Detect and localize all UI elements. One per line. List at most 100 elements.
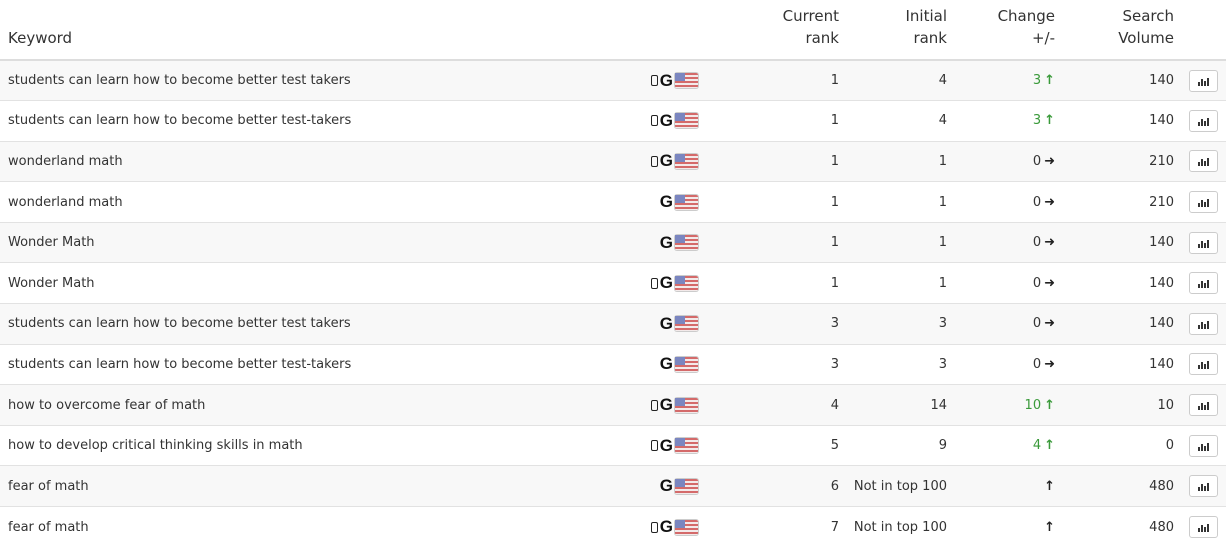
rank-change: 0 ➜ [947, 303, 1055, 345]
current-rank: 4 [698, 384, 839, 426]
initial-rank: 1 [839, 262, 947, 304]
google-icon: G [659, 70, 673, 90]
us-flag-icon [675, 194, 698, 210]
table-row: students can learn how to become better … [0, 343, 1226, 385]
us-flag-icon [675, 153, 698, 169]
current-rank: 6 [698, 465, 839, 507]
search-volume: 140 [1055, 262, 1174, 304]
initial-rank: 3 [839, 343, 947, 385]
us-flag-icon [675, 356, 698, 372]
table-row: Wonder Math G 1 1 0 ➜ 140 [0, 262, 1226, 304]
current-rank: 1 [698, 59, 839, 101]
table-row: students can learn how to become better … [0, 100, 1226, 142]
keyword-cell: students can learn how to become better … [0, 59, 600, 101]
arrow-right-icon: ➜ [1044, 194, 1055, 210]
us-flag-icon [675, 519, 698, 535]
engine-icons: G [600, 140, 698, 182]
chart-button[interactable] [1189, 434, 1218, 457]
chart-button[interactable] [1189, 231, 1218, 254]
initial-rank: 1 [839, 140, 947, 182]
engine-icons: G [600, 221, 698, 263]
initial-rank: 3 [839, 303, 947, 345]
engine-icons: G [600, 465, 698, 507]
mobile-icon [650, 75, 658, 87]
us-flag-icon [675, 73, 698, 89]
chart-button[interactable] [1189, 150, 1218, 173]
table-row: Wonder Math G 1 1 0 ➜ 140 [0, 221, 1226, 263]
arrow-right-icon: ➜ [1044, 235, 1055, 251]
header-initial-rank[interactable]: Initial rank [839, 0, 947, 61]
chart-button[interactable] [1189, 475, 1218, 498]
current-rank: 1 [698, 262, 839, 304]
keyword-cell: students can learn how to become better … [0, 343, 600, 385]
us-flag-icon [675, 113, 698, 129]
chart-button[interactable] [1189, 69, 1218, 92]
header-keyword[interactable]: Keyword [0, 0, 600, 61]
current-rank: 5 [698, 424, 839, 466]
rank-change: 3 ↑ [947, 59, 1055, 101]
chart-button[interactable] [1189, 191, 1218, 214]
rank-change: 4 ↑ [947, 424, 1055, 466]
rank-change: 0 ➜ [947, 262, 1055, 304]
chart-button[interactable] [1189, 312, 1218, 335]
rank-change: 0 ➜ [947, 343, 1055, 385]
table-row: fear of math G 6 Not in top 100 ↑ 480 [0, 465, 1226, 507]
us-flag-icon [675, 316, 698, 332]
us-flag-icon [675, 438, 698, 454]
google-icon: G [659, 151, 673, 171]
arrow-up-icon: ↑ [1044, 438, 1055, 454]
mobile-icon [650, 399, 658, 411]
header-change[interactable]: Change +/- [947, 0, 1055, 61]
chart-button[interactable] [1189, 109, 1218, 132]
rank-change: 0 ➜ [947, 221, 1055, 263]
us-flag-icon [675, 478, 698, 494]
engine-icons: G [600, 303, 698, 345]
table-row: students can learn how to become better … [0, 59, 1226, 101]
rank-change: 0 ➜ [947, 140, 1055, 182]
search-volume: 210 [1055, 181, 1174, 223]
engine-icons: G [600, 343, 698, 385]
engine-icons: G [600, 59, 698, 101]
google-icon: G [659, 476, 673, 496]
initial-rank: Not in top 100 [839, 465, 947, 507]
mobile-icon [650, 155, 658, 167]
engine-icons: G [600, 506, 698, 547]
search-volume: 480 [1055, 506, 1174, 547]
mobile-icon [650, 521, 658, 533]
header-search-volume[interactable]: Search Volume [1055, 0, 1174, 61]
keyword-cell: fear of math [0, 465, 600, 507]
current-rank: 3 [698, 343, 839, 385]
google-icon: G [659, 273, 673, 293]
keyword-cell: students can learn how to become better … [0, 303, 600, 345]
arrow-up-icon: ↑ [1044, 397, 1055, 413]
table-row: how to develop critical thinking skills … [0, 424, 1226, 466]
rank-change: ↑ [947, 465, 1055, 507]
table-header: Keyword Current rank Initial rank Change +/… [0, 0, 1226, 61]
initial-rank: 4 [839, 100, 947, 142]
chart-button[interactable] [1189, 353, 1218, 376]
chart-button[interactable] [1189, 394, 1218, 417]
mobile-icon [650, 277, 658, 289]
keyword-cell: how to overcome fear of math [0, 384, 600, 426]
us-flag-icon [675, 397, 698, 413]
keyword-cell: students can learn how to become better … [0, 100, 600, 142]
engine-icons: G [600, 384, 698, 426]
chart-button[interactable] [1189, 272, 1218, 295]
google-icon: G [659, 354, 673, 374]
google-icon: G [659, 435, 673, 455]
initial-rank: 1 [839, 181, 947, 223]
search-volume: 210 [1055, 140, 1174, 182]
table-row: how to overcome fear of math G 4 14 10 ↑ … [0, 384, 1226, 426]
chart-button[interactable] [1189, 516, 1218, 539]
header-current-rank[interactable]: Current rank [698, 0, 839, 61]
keyword-cell: fear of math [0, 506, 600, 547]
arrow-up-icon: ↑ [1044, 478, 1055, 494]
current-rank: 1 [698, 221, 839, 263]
arrow-up-icon: ↑ [1044, 73, 1055, 89]
keyword-cell: how to develop critical thinking skills … [0, 424, 600, 466]
rank-change: 10 ↑ [947, 384, 1055, 426]
keyword-cell: Wonder Math [0, 262, 600, 304]
search-volume: 140 [1055, 303, 1174, 345]
initial-rank: 9 [839, 424, 947, 466]
